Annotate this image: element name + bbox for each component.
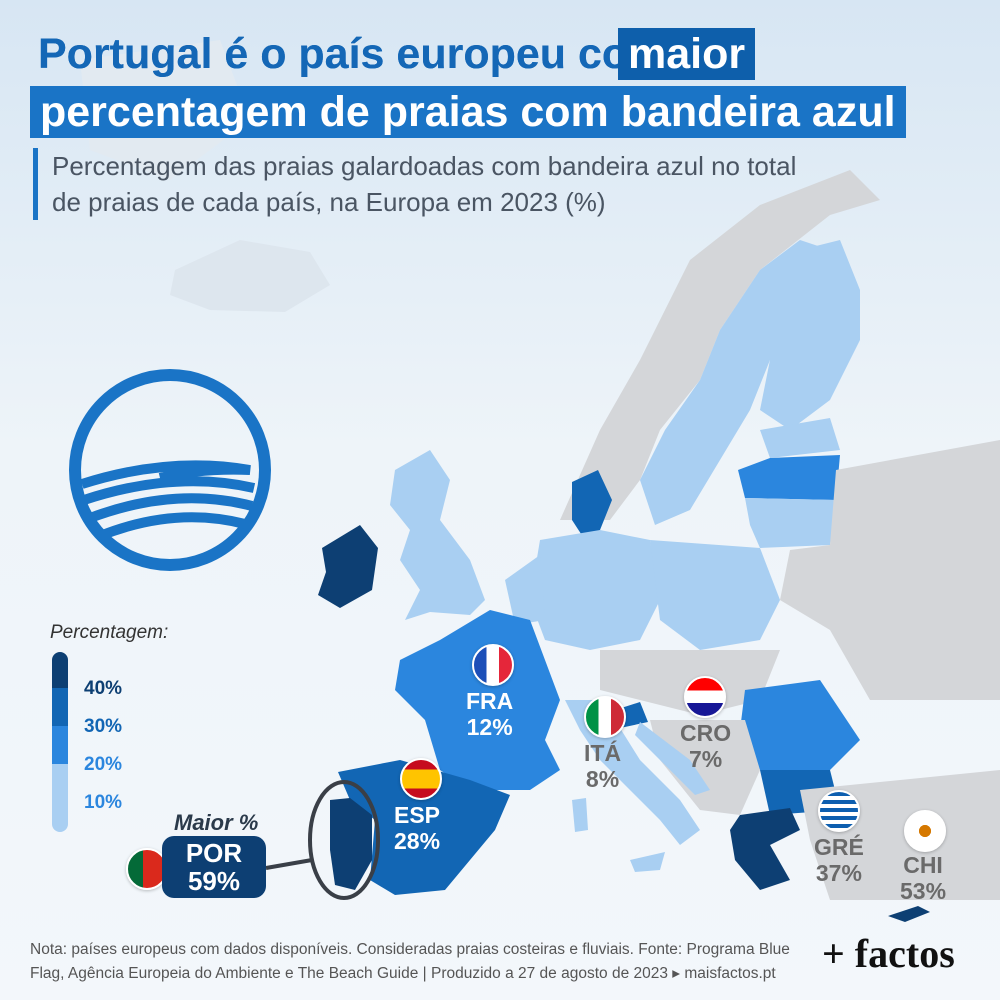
legend-swatch-20	[52, 726, 68, 764]
title-line-1: Portugal é o país europeu com	[38, 30, 667, 78]
label-esp: ESP 28%	[394, 802, 441, 854]
italy-flag-icon	[584, 696, 626, 738]
estonia-shape	[760, 418, 840, 458]
label-fra: FRA 12%	[466, 688, 514, 740]
ireland-shape	[318, 525, 378, 608]
legend-label-30: 30%	[84, 716, 123, 737]
label-gre: GRÉ 37%	[814, 834, 864, 886]
label-chi: CHI 53%	[900, 852, 947, 904]
subtitle: Percentagem das praias galardoadas com b…	[33, 148, 812, 220]
uk-shape	[390, 450, 485, 620]
portugal-callout-line	[265, 858, 313, 870]
balkans-gray-shape	[650, 720, 760, 815]
portugal-flag-icon	[126, 848, 168, 890]
highlight-country: POR	[185, 838, 243, 868]
croatia-flag-icon	[684, 676, 726, 718]
legend-label-10: 10%	[84, 792, 123, 813]
sardinia-shape	[572, 798, 588, 832]
finland-shape	[760, 240, 860, 430]
iceland-shape	[170, 240, 330, 312]
legend-label-40: 40%	[84, 678, 123, 699]
france-shape	[395, 610, 560, 790]
portugal-callout-ring	[308, 780, 380, 900]
footnote: Nota: países europeus com dados disponív…	[30, 941, 790, 982]
label-cro: CRO 7%	[680, 720, 732, 772]
sicily-shape	[630, 852, 665, 872]
legend-swatch-10	[52, 764, 68, 832]
latvia-shape	[738, 455, 840, 500]
benelux-shape	[505, 555, 545, 625]
norway-shape	[560, 170, 880, 520]
portugal-shape	[330, 798, 372, 890]
title-line-2: percentagem de praias com bandeira azul	[30, 86, 906, 138]
croatia-shape	[635, 722, 710, 795]
highlight-box: POR 59%	[162, 836, 266, 898]
legend-label-20: 20%	[84, 754, 123, 775]
blue-flag-logo-icon	[69, 369, 271, 571]
denmark-shape	[572, 470, 612, 540]
poland-shape	[650, 540, 780, 650]
highlight-caption: Maior %	[174, 810, 259, 835]
brand-logo: + factos	[822, 931, 955, 976]
legend-swatch-30	[52, 688, 68, 726]
spain-flag-icon	[400, 758, 442, 800]
highlight-value: 59%	[187, 866, 241, 896]
greece-shape	[730, 808, 800, 890]
title-highlight: maior	[618, 28, 756, 80]
legend-title: Percentagem:	[50, 622, 169, 643]
germany-shape	[530, 530, 660, 650]
romania-shape	[740, 680, 860, 770]
cyprus-shape	[888, 906, 930, 922]
cyprus-flag-icon	[904, 810, 946, 852]
lithuania-shape	[745, 498, 836, 548]
greece-flag-icon	[818, 790, 860, 832]
france-flag-icon	[472, 644, 514, 686]
spain-shape	[338, 760, 510, 895]
legend-swatch-40	[52, 652, 68, 688]
label-ita: ITÁ 8%	[584, 740, 622, 792]
east-gray-shape	[780, 440, 1000, 700]
